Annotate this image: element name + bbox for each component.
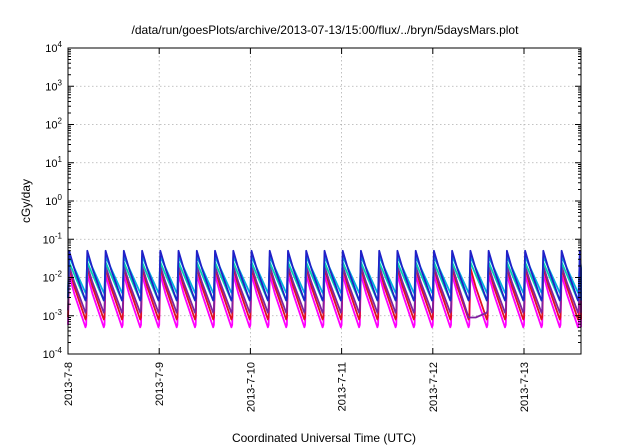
- y-tick-label: 102: [45, 117, 62, 132]
- x-tick-label: 2013-7-9: [154, 362, 166, 406]
- x-tick-label: 2013-7-12: [428, 362, 440, 412]
- series-line: [67, 273, 582, 329]
- chart-title: /data/run/goesPlots/archive/2013-07-13/1…: [132, 23, 520, 37]
- x-tick-label: 2013-7-11: [337, 362, 349, 411]
- y-tick-label: 103: [45, 78, 62, 93]
- y-tick-label: 10-3: [43, 308, 63, 323]
- y-axis-label: cGy/day: [19, 179, 33, 223]
- series-line: [67, 265, 582, 319]
- series-line: [67, 249, 582, 302]
- series-group: [67, 249, 582, 329]
- x-tick-label: 2013-7-13: [519, 362, 531, 412]
- x-tick-label: 2013-7-10: [245, 362, 257, 412]
- ticks: 10-4 10-3 10-2 10-1 100 101 102 103 104 2013-7-8 2…: [43, 40, 581, 412]
- y-tick-label: 104: [45, 40, 62, 55]
- y-tick-label: 10-4: [43, 346, 63, 361]
- y-tick-label: 101: [45, 155, 62, 170]
- y-tick-label: 10-1: [43, 231, 63, 246]
- x-tick-label: 2013-7-8: [63, 362, 75, 406]
- y-tick-label: 100: [45, 193, 62, 208]
- x-axis-label: Coordinated Universal Time (UTC): [232, 431, 416, 445]
- y-tick-label: 10-2: [43, 270, 63, 285]
